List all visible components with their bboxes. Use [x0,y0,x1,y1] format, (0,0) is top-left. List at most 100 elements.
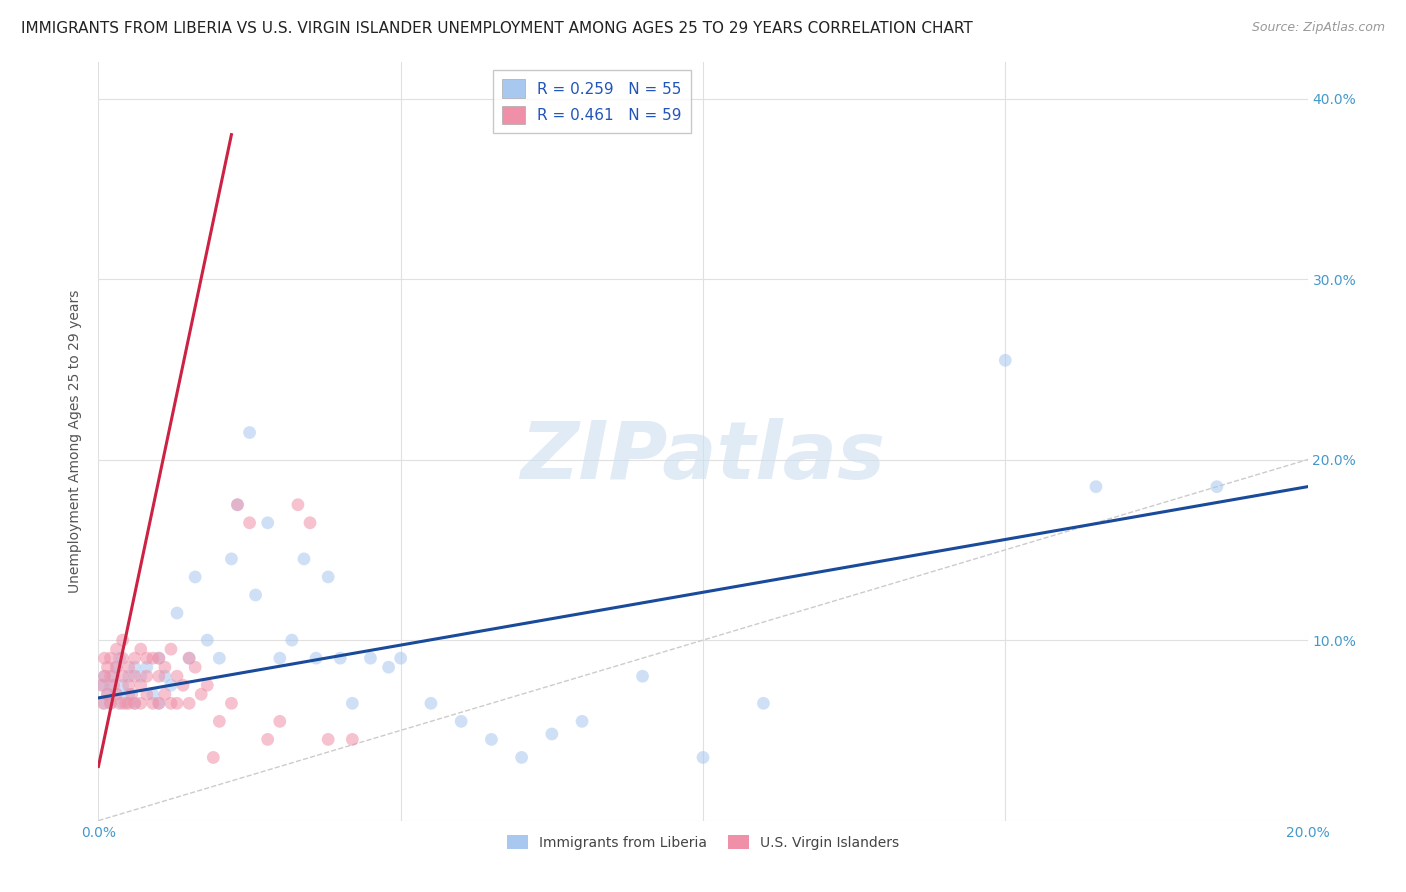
Point [93,651,115,665]
Point [118,660,141,674]
Point [124,669,146,683]
Point [93,669,115,683]
Point [96,660,118,674]
Point [148,651,170,665]
Point [166,696,188,710]
Point [269,651,291,665]
Point [287,498,309,512]
Text: IMMIGRANTS FROM LIBERIA VS U.S. VIRGIN ISLANDER UNEMPLOYMENT AMONG AGES 25 TO 29: IMMIGRANTS FROM LIBERIA VS U.S. VIRGIN I… [21,21,973,36]
Point [245,588,267,602]
Point [105,687,128,701]
Point [135,651,157,665]
Point [208,714,231,729]
Point [148,696,170,710]
Point [114,696,136,710]
Point [111,678,134,692]
Point [195,633,218,648]
Point [420,696,443,710]
Point [135,687,157,701]
Text: Source: ZipAtlas.com: Source: ZipAtlas.com [1251,21,1385,34]
Point [111,633,134,648]
Point [179,651,201,665]
Point [510,750,533,764]
Point [316,570,339,584]
Point [256,732,278,747]
Point [299,516,322,530]
Point [226,498,249,512]
Point [118,669,141,683]
Point [1085,480,1108,494]
Point [190,687,212,701]
Point [166,606,188,620]
Point [994,353,1017,368]
Point [105,642,128,657]
Point [166,669,188,683]
Point [160,642,183,657]
Point [239,425,262,440]
Point [129,642,152,657]
Point [96,687,118,701]
Point [316,732,339,747]
Point [1206,480,1229,494]
Point [256,516,278,530]
Point [93,696,115,710]
Point [118,687,141,701]
Point [142,696,165,710]
Point [202,750,225,764]
Point [100,678,122,692]
Point [179,651,201,665]
Point [221,552,243,566]
Point [226,498,249,512]
Point [91,678,114,692]
Point [239,516,262,530]
Point [142,687,165,701]
Point [172,678,194,692]
Point [148,696,170,710]
Point [105,660,128,674]
Point [129,669,152,683]
Point [692,750,714,764]
Point [118,696,141,710]
Point [108,651,131,665]
Legend: Immigrants from Liberia, U.S. Virgin Islanders: Immigrants from Liberia, U.S. Virgin Isl… [502,830,904,855]
Point [124,651,146,665]
Point [179,696,201,710]
Point [148,669,170,683]
Point [111,669,134,683]
Point [142,651,165,665]
Point [221,696,243,710]
Point [129,678,152,692]
Point [184,570,207,584]
Point [93,669,115,683]
Point [111,651,134,665]
Point [111,696,134,710]
Point [360,651,382,665]
Point [752,696,775,710]
Point [160,696,183,710]
Point [105,660,128,674]
Point [153,687,176,701]
Point [100,696,122,710]
Point [305,651,328,665]
Point [103,678,125,692]
Point [91,696,114,710]
Point [90,678,112,692]
Point [153,669,176,683]
Point [96,687,118,701]
Point [100,669,122,683]
Point [342,732,364,747]
Point [540,727,562,741]
Point [121,687,143,701]
Point [124,696,146,710]
Point [100,696,122,710]
Point [377,660,399,674]
Point [571,714,593,729]
Point [269,714,291,729]
Point [124,696,146,710]
Point [342,696,364,710]
Point [195,678,218,692]
Point [103,669,125,683]
Point [148,651,170,665]
Point [160,678,183,692]
Y-axis label: Unemployment Among Ages 25 to 29 years: Unemployment Among Ages 25 to 29 years [69,290,83,593]
